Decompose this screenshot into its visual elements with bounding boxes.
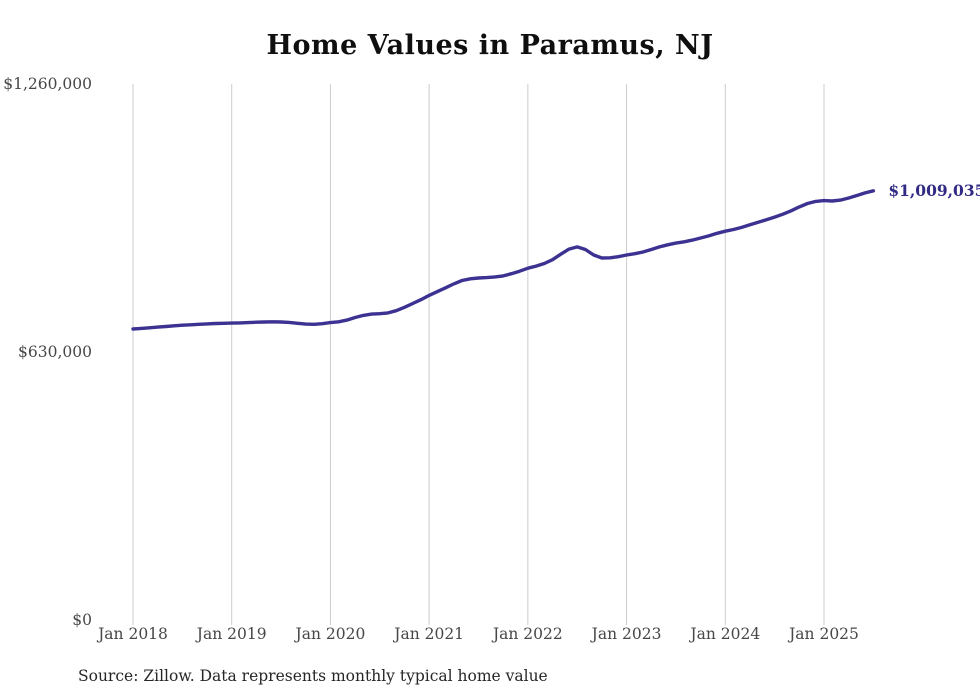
y-axis-tick-label: $1,260,000 bbox=[3, 75, 92, 93]
x-axis-tick-label: Jan 2018 bbox=[98, 625, 168, 643]
x-axis-tick-label: Jan 2023 bbox=[591, 625, 662, 643]
x-axis-tick-label: Jan 2024 bbox=[690, 625, 761, 643]
x-axis-tick-label: Jan 2020 bbox=[295, 625, 366, 643]
x-axis-tick-label: Jan 2022 bbox=[492, 625, 563, 643]
home-value-series-line bbox=[131, 189, 876, 331]
x-axis-tick-label: Jan 2019 bbox=[196, 625, 267, 643]
x-axis-tick-label: Jan 2021 bbox=[394, 625, 465, 643]
x-axis-tick-label: Jan 2025 bbox=[789, 625, 859, 643]
y-axis-tick-label: $630,000 bbox=[18, 343, 92, 361]
latest-value-label: $1,009,035 bbox=[888, 180, 980, 200]
y-axis-tick-label: $0 bbox=[72, 611, 92, 629]
source-attribution: Source: Zillow. Data represents monthly … bbox=[78, 667, 548, 685]
chart-title: Home Values in Paramus, NJ bbox=[266, 30, 714, 61]
